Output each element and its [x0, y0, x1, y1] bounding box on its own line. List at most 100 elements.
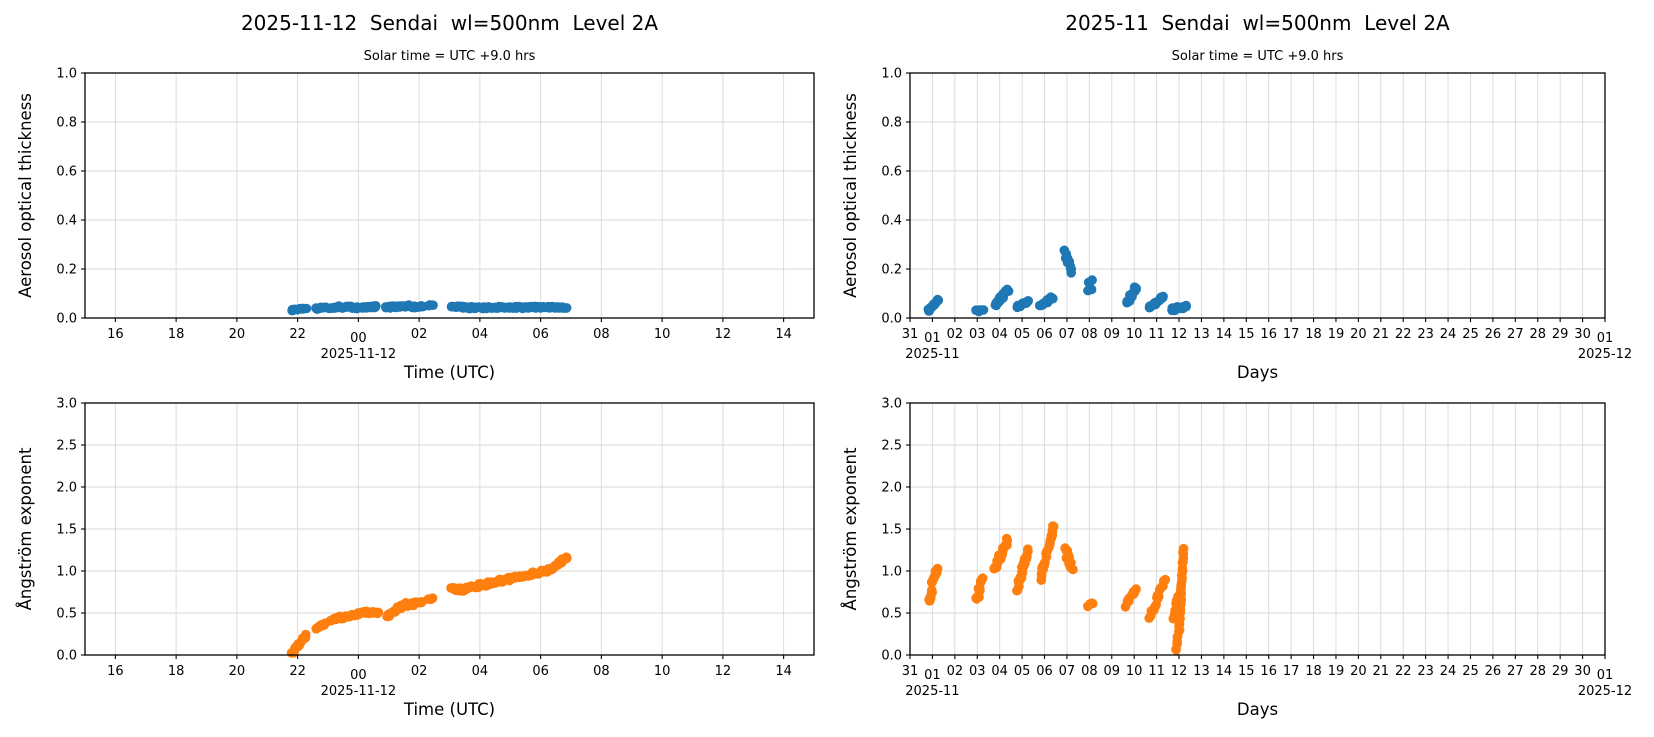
x-tick-label: 01 [924, 331, 941, 346]
y-tick-label: 0.2 [56, 263, 77, 278]
x-tick-label: 10 [654, 664, 671, 679]
x-tick-label: 28 [1529, 664, 1546, 679]
data-point [1178, 543, 1189, 554]
x-tick-label: 25 [1462, 664, 1479, 679]
x-tick-label: 03 [969, 327, 986, 342]
x-tick-label: 06 [532, 664, 549, 679]
x-tick-label: 31 [902, 664, 919, 679]
data-point [561, 303, 572, 313]
data-point [1087, 275, 1097, 285]
y-axis: 0.0 0.2 0.4 0.6 0.8 1.0 Aerosol optical thickn… [16, 67, 85, 327]
x-tick-label: 24 [1440, 664, 1457, 679]
grid [85, 402, 814, 656]
x-tick-label: 13 [1193, 664, 1210, 679]
x-tick-label: 06 [1036, 664, 1053, 679]
x-tick-label: 15 [1238, 664, 1255, 679]
chart-subtitle-right: Solar time = UTC +9.0 hrs [1171, 49, 1344, 64]
data-points [923, 245, 1191, 317]
x-tick-label: 20 [1350, 327, 1367, 342]
x-tick-label: 00 [350, 331, 367, 346]
x-tick-label: 11 [1148, 327, 1165, 342]
y-axis-label: Aerosol optical thickness [16, 93, 35, 298]
x-tick-label: 26 [1485, 327, 1502, 342]
y-tick-label: 0.0 [56, 312, 77, 327]
y-tick-label: 0.2 [881, 263, 902, 278]
plot-border [909, 72, 1606, 319]
y-tick-label: 0.5 [881, 607, 902, 622]
x-tick-label: 04 [472, 327, 489, 342]
data-points [286, 552, 572, 658]
y-tick-label: 0.4 [56, 214, 77, 229]
x-tick-label: 01 [924, 668, 941, 683]
x-tick-label: 10 [654, 327, 671, 342]
x-axis-label: Days [1237, 700, 1278, 719]
x-axis-label: Time (UTC) [403, 363, 495, 382]
x-tick-label: 20 [229, 664, 246, 679]
x-tick-label: 04 [472, 664, 489, 679]
x-tick-label: 27 [1507, 327, 1524, 342]
data-point [1001, 533, 1012, 544]
x-tick-label: 25 [1462, 327, 1479, 342]
x-tick-label: 08 [1081, 664, 1098, 679]
y-tick-label: 0.6 [881, 165, 902, 180]
data-point [1158, 291, 1168, 302]
y-tick-label: 3.0 [56, 397, 77, 412]
x-tick-date: 2025-12 [1578, 347, 1632, 362]
data-point [371, 301, 381, 311]
x-tick-label: 17 [1283, 327, 1300, 342]
x-tick-label: 07 [1059, 664, 1076, 679]
x-tick-label: 18 [168, 327, 185, 342]
x-tick-label: 16 [1260, 664, 1277, 679]
x-tick-date: 2025-11-12 [321, 684, 397, 699]
x-tick-label: 01 [1597, 668, 1614, 683]
x-tick-label: 01 [1597, 331, 1614, 346]
data-point [1181, 300, 1191, 311]
y-tick-label: 1.0 [881, 67, 902, 82]
y-tick-label: 1.0 [56, 565, 77, 580]
x-tick-label: 12 [1171, 327, 1188, 342]
y-axis-label: Ångström exponent [16, 447, 35, 610]
x-tick-label: 23 [1417, 664, 1434, 679]
x-tick-label: 27 [1507, 664, 1524, 679]
y-axis-label: Aerosol optical thickness [841, 93, 860, 298]
x-tick-date: 2025-12 [1578, 684, 1632, 699]
x-tick-label: 24 [1440, 327, 1457, 342]
x-tick-label: 09 [1104, 327, 1121, 342]
x-tick-label: 02 [411, 664, 428, 679]
data-point [1066, 268, 1076, 278]
y-axis: 0.0 0.5 1.0 1.5 2.0 2.5 3.0 Ångström exponent [841, 397, 910, 664]
data-point [933, 295, 944, 306]
x-tick-label: 06 [532, 327, 549, 342]
x-tick-label: 17 [1283, 664, 1300, 679]
data-point [1023, 296, 1033, 306]
y-tick-label: 0.0 [881, 649, 902, 664]
y-tick-label: 0.0 [881, 312, 902, 327]
y-axis: 0.0 0.5 1.0 1.5 2.0 2.5 3.0 Ångström exponent [16, 397, 85, 664]
x-tick-date: 2025-11 [905, 684, 959, 699]
x-tick-label: 23 [1417, 327, 1434, 342]
x-tick-label: 07 [1059, 327, 1076, 342]
y-tick-label: 0.4 [881, 214, 902, 229]
x-tick-date: 2025-11 [905, 347, 959, 362]
x-tick-label: 20 [229, 327, 246, 342]
x-tick-label: 09 [1104, 664, 1121, 679]
chart-title-left: 2025-11-12 Sendai wl=500nm Level 2A [240, 11, 659, 35]
data-point [1087, 598, 1098, 609]
x-tick-label: 00 [350, 668, 367, 683]
x-tick-label: 16 [107, 327, 124, 342]
data-point [1068, 564, 1078, 575]
data-points [287, 300, 572, 316]
y-tick-label: 0.6 [56, 165, 77, 180]
data-point [977, 573, 988, 583]
x-tick-label: 16 [107, 664, 124, 679]
x-axis-label: Days [1237, 363, 1278, 382]
plot-border [84, 72, 815, 319]
x-tick-label: 30 [1574, 664, 1591, 679]
x-tick-label: 19 [1328, 664, 1345, 679]
x-tick-label: 29 [1552, 327, 1569, 342]
x-tick-label: 02 [947, 327, 964, 342]
x-tick-label: 13 [1193, 327, 1210, 342]
